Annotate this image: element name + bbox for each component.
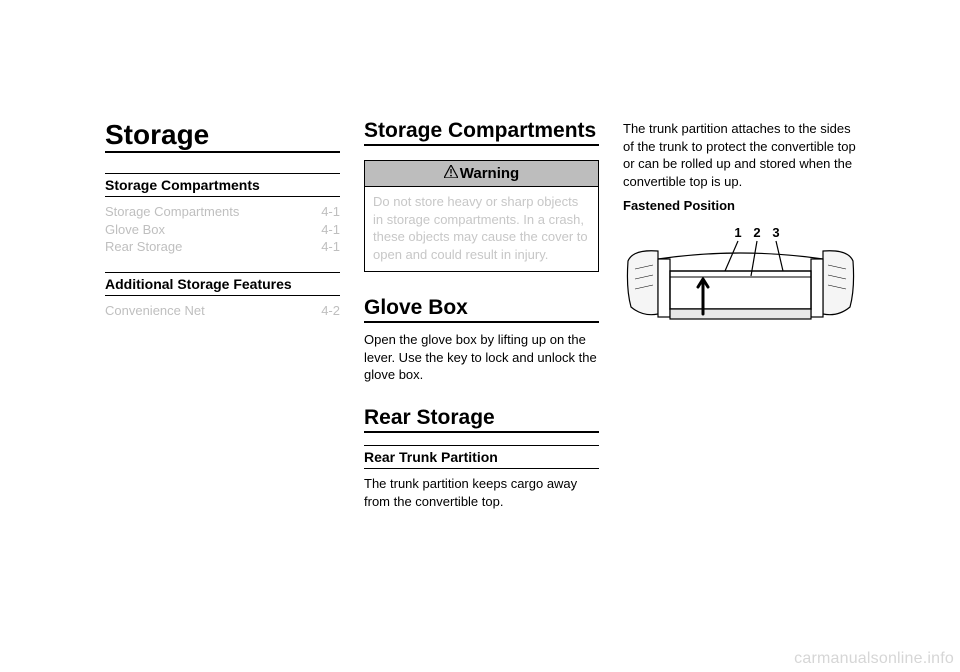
toc-label: Glove Box: [105, 221, 165, 239]
section-title-glove-box: Glove Box: [364, 296, 599, 323]
warning-heading: Warning: [365, 161, 598, 187]
column-left: Storage Storage Compartments Storage Com…: [105, 120, 340, 518]
glove-box-body: Open the glove box by lifting up on the …: [364, 331, 599, 384]
callout-3: 3: [772, 225, 779, 240]
callout-2: 2: [753, 225, 760, 240]
warning-box: Warning Do not store heavy or sharp obje…: [364, 160, 599, 272]
subheading-rear-trunk-partition: Rear Trunk Partition: [364, 445, 599, 469]
toc-page: 4-1: [321, 203, 340, 221]
toc-row: Rear Storage 4-1: [105, 238, 340, 256]
chapter-title: Storage: [105, 120, 340, 153]
column-middle: Storage Compartments Warning Do not stor…: [364, 120, 599, 518]
watermark: carmanualsonline.info: [794, 650, 954, 668]
trunk-partition-intro: The trunk partition attaches to the side…: [623, 120, 858, 190]
toc-page: 4-1: [321, 238, 340, 256]
toc-row: Glove Box 4-1: [105, 221, 340, 239]
section-title-rear-storage: Rear Storage: [364, 406, 599, 433]
column-right: The trunk partition attaches to the side…: [623, 120, 858, 518]
rear-storage-body: The trunk partition keeps cargo away fro…: [364, 475, 599, 510]
toc-heading-additional-storage: Additional Storage Features: [105, 272, 340, 296]
warning-icon: [444, 165, 458, 182]
toc-page: 4-1: [321, 221, 340, 239]
toc-items: Convenience Net 4-2: [105, 302, 340, 320]
section-title-storage-compartments: Storage Compartments: [364, 120, 599, 146]
toc-row: Storage Compartments 4-1: [105, 203, 340, 221]
toc-label: Storage Compartments: [105, 203, 239, 221]
warning-label: Warning: [460, 165, 519, 182]
warning-body: Do not store heavy or sharp objects in s…: [365, 187, 598, 271]
toc-heading-storage-compartments: Storage Compartments: [105, 173, 340, 197]
figure-label-fastened-position: Fastened Position: [623, 198, 858, 213]
toc-label: Convenience Net: [105, 302, 205, 320]
trunk-diagram-svg: 1 2 3: [623, 219, 858, 331]
callout-1: 1: [734, 225, 741, 240]
toc-label: Rear Storage: [105, 238, 182, 256]
toc-items: Storage Compartments 4-1 Glove Box 4-1 R…: [105, 203, 340, 256]
toc-page: 4-2: [321, 302, 340, 320]
trunk-partition-figure: 1 2 3: [623, 219, 858, 331]
toc-row: Convenience Net 4-2: [105, 302, 340, 320]
page: Storage Storage Compartments Storage Com…: [105, 120, 858, 518]
